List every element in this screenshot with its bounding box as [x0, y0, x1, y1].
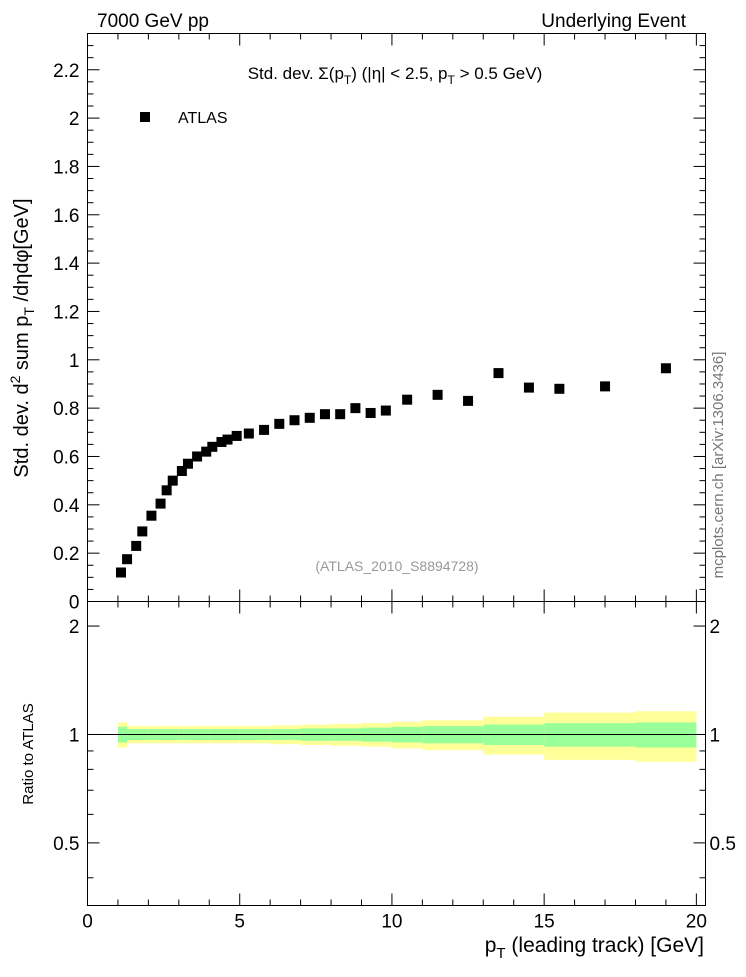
- plot-title-sigma: Σ(p: [318, 64, 344, 83]
- y-tick-label: 0: [69, 593, 80, 614]
- y-title-part3: /dηdφ[GeV]: [11, 198, 33, 307]
- ratio-y-tick-label: 1: [69, 725, 80, 746]
- data-point: [365, 407, 376, 418]
- data-point: [554, 383, 565, 394]
- y-tick-label: 1.6: [53, 206, 79, 227]
- data-point: [660, 363, 671, 374]
- watermark: (ATLAS_2010_S8894728): [315, 558, 478, 574]
- data-point: [161, 485, 172, 496]
- data-point: [289, 415, 300, 426]
- plot-title-sub2: T: [448, 73, 456, 87]
- data-point: [155, 498, 166, 509]
- x-tick-label: 0: [82, 912, 93, 933]
- header-right: Underlying Event: [541, 11, 686, 32]
- y-tick-label: 0.6: [53, 447, 79, 468]
- x-title-p: p: [485, 934, 497, 957]
- ratio-bands: [117, 711, 697, 762]
- y-tick-label: 0.2: [53, 544, 79, 565]
- data-point: [319, 409, 330, 420]
- data-point: [222, 434, 233, 445]
- ratio-axis-ticks: 0.5 0.51 12 20 5 10 15 20: [53, 601, 736, 933]
- side-label: mcplots.cern.ch [arXiv:1306.3436]: [710, 352, 727, 579]
- y-tick-label: 2: [69, 109, 80, 130]
- data-point: [274, 418, 285, 429]
- data-point: [231, 430, 242, 441]
- data-point: [523, 382, 534, 393]
- ratio-panel-frame: [87, 601, 706, 906]
- y-tick-label: 0.4: [53, 496, 80, 517]
- data-point: [167, 475, 178, 486]
- data-point: [182, 458, 193, 469]
- data-point: [201, 446, 212, 457]
- data-point: [335, 409, 346, 420]
- data-point: [216, 436, 227, 447]
- legend-marker: [140, 112, 150, 122]
- data-point: [176, 465, 187, 476]
- data-point: [402, 394, 413, 405]
- x-tick-label: 5: [234, 912, 245, 933]
- data-point: [115, 567, 126, 578]
- y-tick-label: 1.2: [53, 302, 79, 323]
- data-point: [192, 451, 203, 462]
- ratio-y-tick-label-right: 0.5: [710, 834, 736, 855]
- data-point: [463, 395, 474, 406]
- data-point: [304, 412, 315, 423]
- ratio-band-inner: [635, 722, 697, 748]
- data-point: [380, 405, 391, 416]
- x-title-sub: T: [496, 945, 505, 962]
- y-tick-label: 0.8: [53, 399, 79, 420]
- legend-label: ATLAS: [178, 110, 228, 127]
- y-tick-label: 1: [69, 351, 80, 372]
- data-point: [600, 381, 611, 392]
- data-point: [350, 403, 361, 414]
- plot-title-suffix: > 0.5 GeV): [455, 64, 542, 83]
- data-point: [243, 428, 254, 439]
- main-points: [115, 363, 671, 578]
- x-title-rest: (leading track) [GeV]: [506, 934, 704, 957]
- y-title-sub: T: [21, 307, 37, 316]
- data-point: [137, 526, 148, 537]
- plot-title-sub1: T: [344, 73, 352, 87]
- x-tick-label: 20: [686, 912, 707, 933]
- data-point: [493, 368, 504, 379]
- plot-title-prefix: Std. dev.: [248, 64, 319, 83]
- header-left: 7000 GeV pp: [97, 11, 209, 32]
- ratio-y-tick-label-right: 1: [710, 725, 721, 746]
- x-tick-label: 10: [381, 912, 402, 933]
- data-point: [432, 389, 443, 400]
- x-axis-title: pT (leading track) [GeV]: [485, 934, 704, 962]
- y-tick-label: 1.4: [53, 254, 80, 275]
- x-tick-label: 15: [534, 912, 555, 933]
- data-point: [207, 441, 218, 452]
- ratio-y-tick-label: 2: [69, 617, 80, 638]
- y-tick-label: 2.2: [53, 61, 79, 82]
- plot-title-mid: ) (|η| < 2.5, p: [351, 64, 447, 83]
- main-axis-ticks: 0 0.2 0.4 0.6 0.8 1 1.2 1.4 1.6 1.8 2 2.2: [53, 33, 706, 614]
- ratio-y-tick-label-right: 2: [710, 617, 721, 638]
- y-title-part1: Std. dev. d: [11, 383, 33, 477]
- plot-title: Std. dev. Σ(pT) (|η| < 2.5, pT > 0.5 GeV…: [248, 64, 543, 87]
- data-point: [146, 510, 157, 521]
- y-title-sup: 2: [7, 375, 23, 383]
- data-point: [259, 424, 270, 435]
- y-title-part2: sum p: [11, 316, 33, 376]
- ratio-y-tick-label: 0.5: [53, 834, 79, 855]
- data-point: [122, 554, 133, 565]
- ratio-y-axis-title: Ratio to ATLAS: [20, 703, 37, 804]
- data-point: [131, 540, 142, 551]
- y-tick-label: 1.8: [53, 157, 79, 178]
- y-axis-title: Std. dev. d2 sum pT /dηdφ[GeV]: [7, 198, 37, 477]
